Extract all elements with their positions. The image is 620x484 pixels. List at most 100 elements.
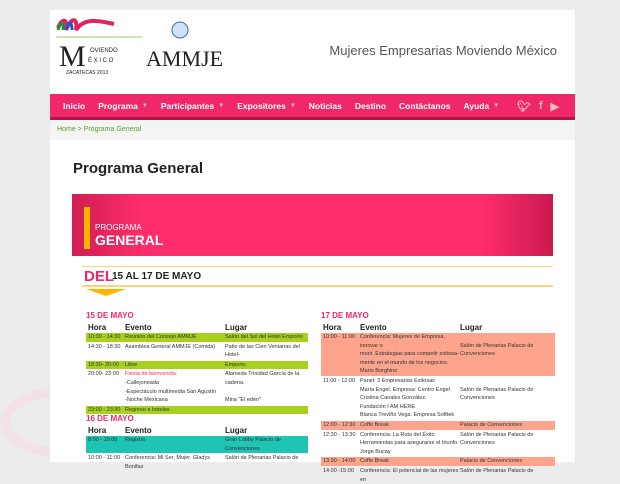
- twitter-icon[interactable]: 🐦︎: [516, 101, 531, 113]
- evento-line: Coffe Break: [360, 458, 389, 465]
- nav-item-ayuda[interactable]: Ayuda ▼: [464, 101, 500, 111]
- nav-item-expositores[interactable]: Expositores ▼: [237, 101, 296, 111]
- lugar-line: Mina "El edén": [225, 397, 262, 404]
- lugar-line: [460, 377, 555, 386]
- evento-line: -Espectáculo multimedia San Agustín: [125, 388, 217, 395]
- table-row: 13:30 - 14:00 Coffe Break Palacio de Conve…: [321, 457, 555, 466]
- cell-hora: 18:30- 20:00: [88, 361, 119, 368]
- svg-text:M: M: [59, 40, 86, 73]
- nav-item-label: Expositores: [237, 100, 286, 111]
- cell-evento: Coffe Break: [360, 457, 460, 466]
- evento-line: Jorge Bucay: [360, 448, 391, 455]
- breadcrumb-home[interactable]: Home: [57, 126, 76, 133]
- lugar-line: Salón de Plenarias Palacio de: [460, 386, 534, 393]
- date-range-del: DEL: [84, 268, 114, 285]
- nav-item-destino[interactable]: Destino: [355, 101, 386, 111]
- nav-item-noticias[interactable]: Noticias: [309, 101, 342, 111]
- evento-line: Conferencia: El potencial de las mujeres…: [360, 467, 459, 483]
- evento-line: Libre: [125, 361, 138, 368]
- cell-lugar: Palacio de Convenciones: [460, 457, 555, 466]
- cell-hora: 14:30 - 18:30: [88, 343, 121, 350]
- cell-lugar: Salón de Plenarias Palacio de: [460, 467, 555, 484]
- lugar-line: [225, 388, 308, 397]
- nav-item-inicio[interactable]: Inicio: [63, 101, 85, 111]
- lugar-line: Patio de las Cien Ventanas del Hotel-: [225, 343, 300, 359]
- cell-evento: Panel: 3 Empresarias Exitosas María Engel…: [360, 377, 460, 420]
- breadcrumb-separator: >: [75, 126, 84, 133]
- cell-lugar: Salón del Sol del Hotel Emporio: [225, 333, 308, 342]
- evento-line: María Engel. Empresa: Centro Engel: [360, 386, 450, 393]
- banner-line2: GENERAL: [95, 232, 164, 248]
- evento-line: Mario Borghino: [360, 368, 398, 375]
- facebook-icon[interactable]: f: [538, 100, 543, 112]
- cell-lugar: Gran Lobby Palacio de Convenciones: [225, 436, 308, 453]
- day-schedule-16: 16 DE MAYO Hora Evento Lugar 8:00 - 10:00 Reg…: [86, 414, 308, 471]
- lugar-line: Palacio de Convenciones: [460, 458, 523, 465]
- evento-line: -Noche Mexicana: [125, 397, 168, 404]
- nav-item-participantes[interactable]: Participantes ▼: [161, 101, 224, 111]
- cell-hora: 11:00 - 12:00: [323, 377, 356, 384]
- lugar-line: Salón de Plenarias Palacio de: [460, 342, 534, 349]
- cell-lugar: Emporio.: [225, 361, 308, 370]
- cell-hora: 10:00 - 11:00: [88, 455, 121, 462]
- lugar-line: Salón del Sol del Hotel Emporio: [225, 334, 303, 340]
- column-evento: Evento: [125, 323, 152, 332]
- evento-line: Regreso a hoteles: [125, 406, 170, 413]
- cell-lugar: Salón de Plenarias Palacio de Convencione…: [460, 431, 555, 457]
- chevron-down-icon: ▼: [141, 102, 148, 109]
- table-row: 10:00 - 11:00 Conferencia: Mujeres de Emp…: [321, 333, 555, 376]
- cell-lugar: Palacio de Convenciones: [460, 421, 555, 430]
- cell-evento: Registro: [125, 436, 225, 453]
- table-header: Hora Evento Lugar: [86, 323, 308, 332]
- cell-evento: Fiesta de bienvenida: -Callejoneada -Espec…: [125, 370, 225, 404]
- table-row: 18:30- 20:00 Libre Emporio.: [86, 360, 308, 370]
- cell-hora: 10:00 - 11:00: [323, 334, 356, 340]
- cell-evento: Conferencia: El potencial de las mujeres…: [360, 467, 460, 484]
- site-logo[interactable]: M OVIENDO É X I C O ZACATECAS 2013 AMMJE: [54, 16, 226, 80]
- cell-evento: Conferencia: La Ruta del Éxito Herramient…: [360, 431, 460, 457]
- chevron-down-icon: ▼: [493, 102, 500, 109]
- lugar-line: [460, 333, 555, 342]
- cell-hora: 12:00 - 12:30: [323, 421, 356, 428]
- cell-hora: 20:00- 23:00: [88, 371, 119, 378]
- lugar-line: Salón de Plenarias Palacio de: [225, 455, 299, 462]
- nav-item-label: Ayuda: [463, 100, 490, 111]
- evento-line: Coffe Break: [360, 421, 389, 428]
- chevron-down-icon: ▼: [218, 102, 225, 109]
- cell-evento: Conferencia: Mujeres de Empresa, innovar…: [360, 333, 460, 376]
- lugar-line: [460, 359, 555, 368]
- evento-line: Conferencia: Mi Ser, Mujer. Gladys Bonif…: [125, 455, 210, 470]
- table-row: 10:00 - 14:30 Reunión del Consejo AMMJE Sa…: [86, 333, 308, 342]
- nav-item-contáctanos[interactable]: Contáctanos: [399, 101, 450, 111]
- column-hora: Hora: [88, 426, 107, 435]
- nav-item-programa[interactable]: Programa ▼: [98, 101, 148, 111]
- youtube-icon[interactable]: ▶: [550, 101, 559, 113]
- evento-line: Cristina Canales González.: [360, 395, 427, 402]
- svg-text:AMMJE: AMMJE: [146, 46, 223, 71]
- evento-line: morir. Estrategias para competir exitosa…: [360, 351, 459, 358]
- lugar-line: Salón de Plenarias Palacio de: [460, 467, 534, 474]
- banner-accent-bar: [84, 207, 90, 249]
- cell-lugar: Patio de las Cien Ventanas del Hotel-: [225, 343, 308, 360]
- svg-text:É X I C O: É X I C O: [88, 57, 114, 64]
- lugar-line: Emporio.: [225, 361, 248, 368]
- nav-item-label: Participantes: [160, 100, 215, 111]
- evento-line: -Callejoneada: [125, 379, 159, 386]
- lugar-line: cadena.: [225, 379, 245, 386]
- table-row: 23:00 - 23:30 Regreso a hoteles: [86, 405, 308, 415]
- column-hora: Hora: [323, 323, 342, 332]
- cell-hora: 8:00 - 10:00: [88, 437, 118, 443]
- table-header: Hora Evento Lugar: [86, 426, 308, 435]
- page-container: M OVIENDO É X I C O ZACATECAS 2013 AMMJE…: [50, 10, 575, 483]
- table-row: 14:30 - 18:30 Asamblea General AMMJE (Com…: [86, 343, 308, 360]
- nav-item-label: Destino: [354, 100, 387, 111]
- cell-lugar: Alameda Trinidad García de la cadena. Mina…: [225, 370, 308, 404]
- breadcrumb: Home > Programa General: [50, 120, 575, 140]
- cell-evento: Libre: [125, 361, 225, 370]
- breadcrumb-current: Programa General: [83, 126, 142, 133]
- cell-lugar: Salón de Plenarias Palacio de Convencione…: [460, 333, 555, 376]
- evento-line: Registro: [125, 437, 146, 443]
- column-lugar: Lugar: [460, 323, 483, 332]
- site-tagline: Mujeres Empresarias Moviendo México: [329, 43, 557, 58]
- evento-line: Conferencia: Mujeres de Empresa, innovar…: [360, 334, 445, 349]
